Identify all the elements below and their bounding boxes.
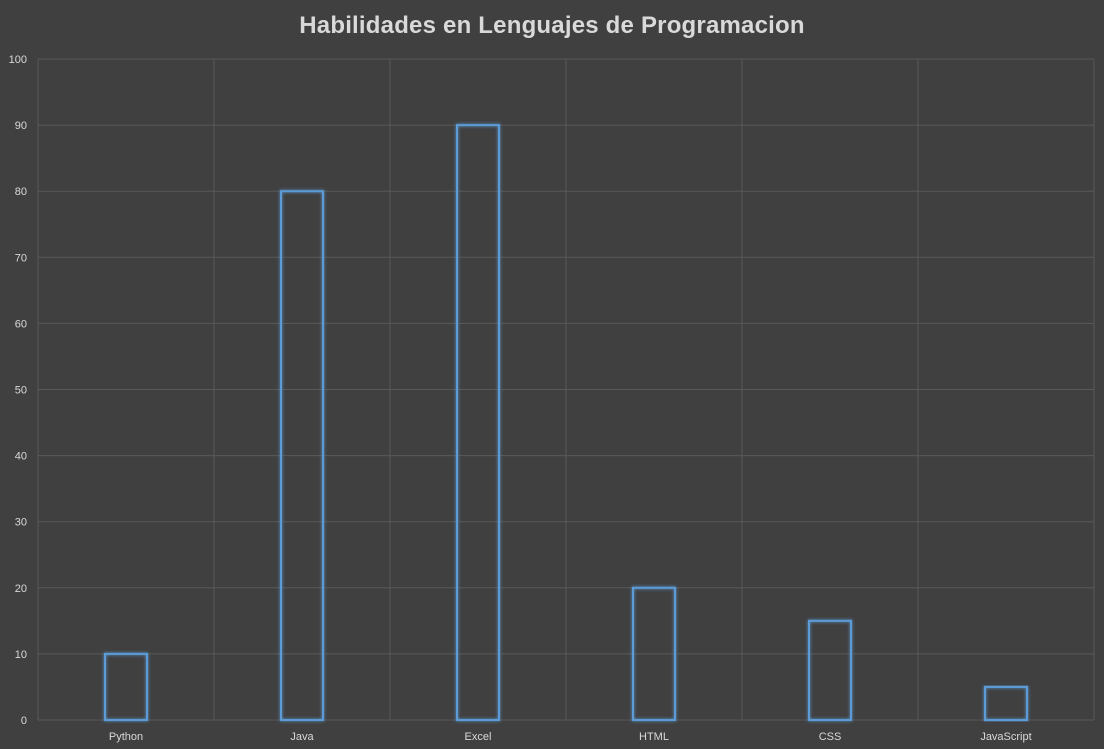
y-tick-label: 20 [15, 583, 27, 595]
x-axis-tick-labels: Python Java Excel HTML CSS JavaScript [109, 731, 1032, 743]
bars [104, 124, 1028, 722]
gridlines [37, 58, 1095, 721]
x-tick-label: Python [109, 731, 143, 743]
y-tick-label: 40 [15, 451, 27, 463]
y-tick-label: 10 [15, 649, 27, 661]
x-tick-label: CSS [819, 731, 842, 743]
chart-title: Habilidades en Lenguajes de Programacion [299, 12, 805, 39]
y-tick-label: 60 [15, 318, 27, 330]
x-tick-label: Excel [465, 731, 492, 743]
bar-excel [456, 124, 500, 722]
y-tick-label: 90 [15, 120, 27, 132]
bar-java [280, 190, 324, 721]
x-tick-label: HTML [639, 731, 669, 743]
bar-css [808, 619, 852, 721]
y-axis-tick-labels: 0 10 20 30 40 50 60 70 80 90 100 [9, 54, 27, 727]
y-tick-label: 50 [15, 385, 27, 397]
y-tick-label: 0 [21, 715, 27, 727]
bar-python [104, 652, 148, 722]
bar-html [632, 586, 676, 721]
bar-javascript [984, 685, 1028, 722]
y-tick-label: 100 [9, 54, 27, 66]
y-tick-label: 70 [15, 252, 27, 264]
y-tick-label: 80 [15, 186, 27, 198]
y-tick-label: 30 [15, 517, 27, 529]
x-tick-label: JavaScript [980, 731, 1031, 743]
x-tick-label: Java [290, 731, 314, 743]
